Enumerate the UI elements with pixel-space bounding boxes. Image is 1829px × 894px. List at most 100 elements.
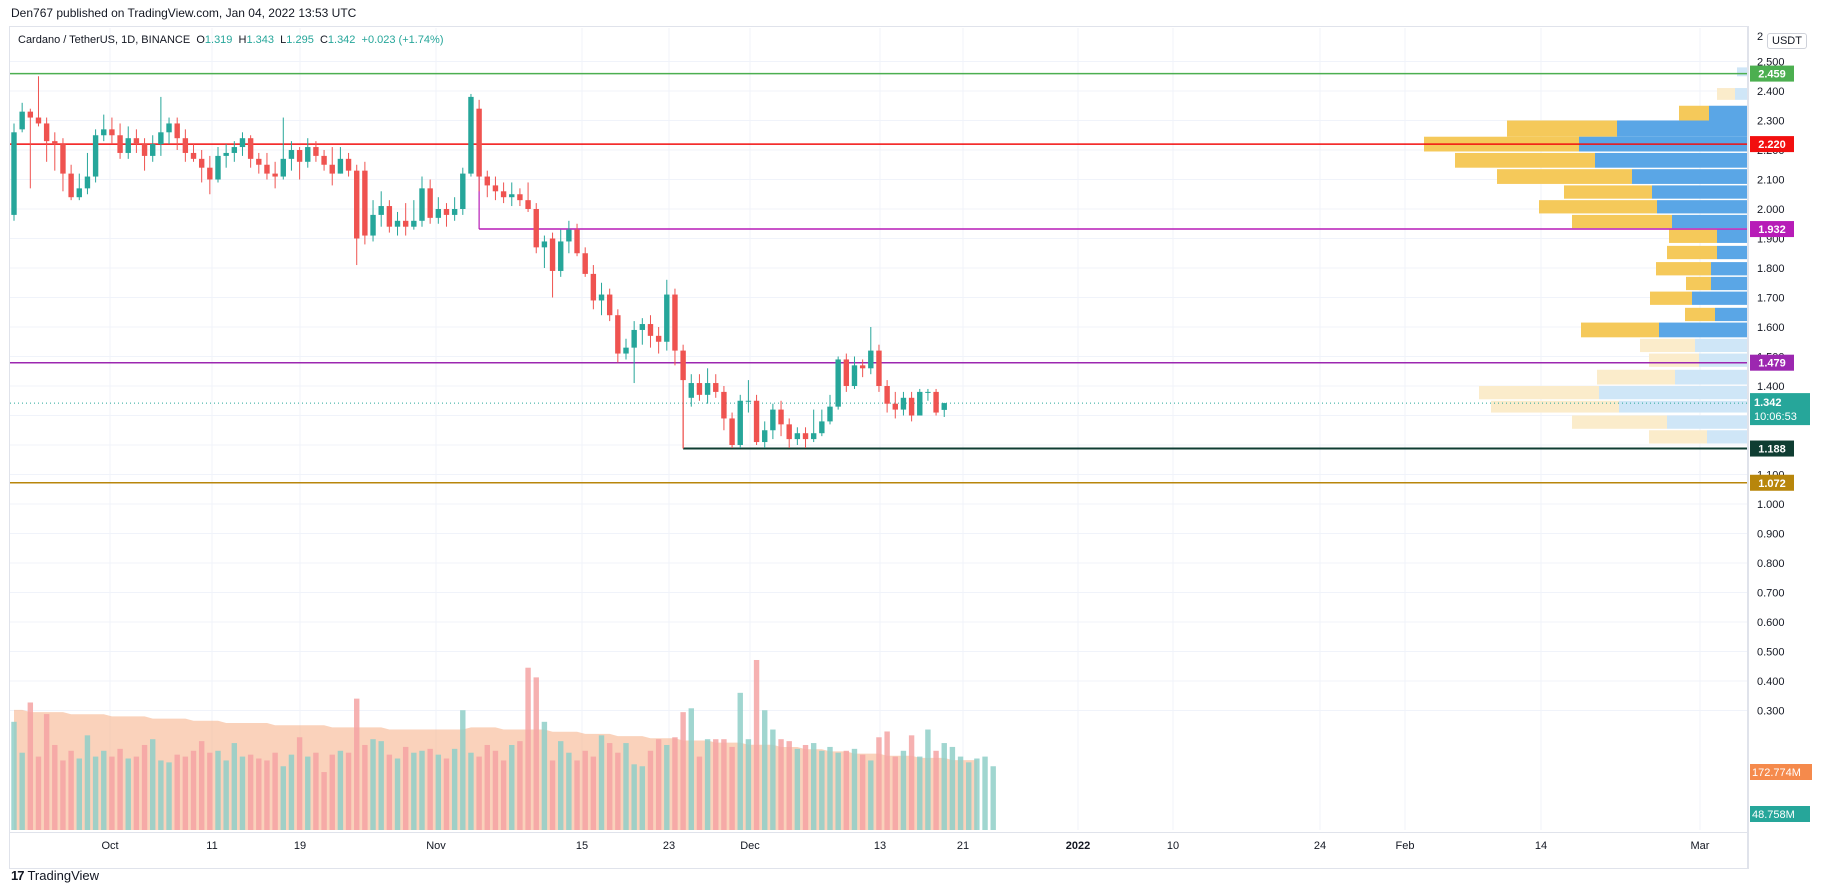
volume-profile-bar (1649, 430, 1707, 444)
volume-bar (166, 762, 172, 830)
candle-body (264, 164, 270, 174)
candle-body (231, 147, 238, 153)
volume-profile-bar (1717, 88, 1735, 100)
candle-body (696, 383, 703, 395)
volume-bar (974, 758, 980, 830)
candle-body (623, 347, 629, 354)
volume-bar (696, 756, 703, 830)
volume-bar (606, 743, 613, 830)
candle-body (288, 150, 295, 159)
volume-bar (590, 756, 597, 830)
candle-body (558, 241, 564, 271)
candle-body (549, 238, 556, 271)
level-price-badge: 1.072 (1758, 478, 1786, 490)
volume-bar (174, 754, 180, 830)
level-price-badge: 1.932 (1758, 224, 1786, 236)
candle-body (786, 424, 792, 440)
candle-body (533, 209, 539, 248)
volume-bar (451, 748, 458, 830)
time-tick-label: 23 (663, 840, 675, 852)
volume-bar (835, 752, 841, 830)
volume-bar (109, 756, 115, 830)
candle-body (827, 406, 833, 422)
volume-bar (517, 741, 523, 830)
volume-bar (419, 750, 425, 830)
candle-body (794, 433, 801, 440)
legend-open-label: O (196, 34, 205, 46)
candle-body (92, 135, 99, 177)
volume-bar (215, 750, 221, 830)
price-tick-label: 2.100 (1757, 175, 1785, 187)
volume-profile-bar (1572, 214, 1672, 229)
volume-bar (117, 748, 123, 830)
volume-bar (27, 702, 34, 830)
volume-bar (370, 739, 376, 830)
footer-brand[interactable]: 17 TradingView (11, 868, 99, 883)
volume-bar (688, 708, 694, 830)
candle-series (11, 76, 947, 448)
legend-low-label: L (280, 34, 287, 46)
candle-body (43, 123, 50, 142)
candle-body (745, 400, 752, 402)
volume-bar (141, 744, 148, 830)
candle-body (296, 150, 303, 162)
volume-bar (525, 667, 531, 830)
volume-profile-bar (1649, 353, 1699, 367)
volume-bar (337, 750, 344, 830)
volume-bar (770, 729, 776, 830)
candle-body (223, 152, 229, 156)
volume-bar (533, 677, 539, 830)
candle-body (394, 220, 401, 227)
candle-body (109, 129, 115, 136)
legend-close: 1.342 (327, 34, 356, 46)
volume-bar (68, 750, 74, 830)
level-price-badge-bg (1750, 474, 1794, 491)
candle-body (76, 188, 82, 198)
price-tick-label: 2.500 (1757, 57, 1785, 69)
volume-profile-bar (1632, 169, 1747, 184)
volume-bar (321, 772, 327, 830)
volume-profile-bar (1711, 262, 1747, 276)
candle-body (435, 209, 442, 218)
candle-body (443, 209, 450, 215)
price-tick-label: 0.800 (1757, 558, 1785, 570)
volume-bar (92, 756, 99, 830)
volume-bar (427, 748, 433, 830)
volume-bar (786, 741, 792, 830)
price-tick-label: 2 (1757, 31, 1763, 43)
candle-body (215, 155, 221, 180)
volume-bar (247, 754, 254, 830)
price-tick-label: 0.500 (1757, 647, 1785, 659)
candle-body (190, 152, 197, 159)
volume-bar (76, 758, 82, 830)
candle-body (460, 173, 466, 209)
volume-profile-bar (1491, 400, 1619, 413)
volume-profile-bar (1539, 200, 1657, 214)
volume-ma-badge-bg (1750, 764, 1812, 780)
candle-body (166, 123, 172, 133)
candle-body (182, 138, 189, 153)
volume-profile-bar (1640, 338, 1695, 353)
volume-bar (745, 739, 752, 830)
time-tick-label: 19 (294, 840, 306, 852)
volume-profile-bar (1497, 169, 1632, 184)
volume-bar (313, 752, 319, 830)
price-tick-label: 2.400 (1757, 86, 1785, 98)
legend-symbol: Cardano / TetherUS, 1D, BINANCE (18, 34, 191, 46)
volume-bar (549, 760, 556, 830)
candle-body (150, 144, 156, 156)
volume-bar (460, 710, 466, 830)
candle-body (802, 433, 809, 440)
volume-bar (558, 741, 564, 830)
volume-bar (680, 712, 686, 830)
volume-profile-bar (1479, 386, 1599, 400)
volume-bar (941, 743, 947, 830)
current-price-badge: 1.342 (1754, 397, 1782, 409)
candle-body (117, 135, 123, 153)
candle-body (762, 430, 768, 443)
currency-button[interactable]: USDT (1767, 33, 1807, 49)
volume-profile-bar (1675, 369, 1747, 385)
volume-bar (264, 760, 270, 830)
volume-bar (753, 659, 760, 830)
